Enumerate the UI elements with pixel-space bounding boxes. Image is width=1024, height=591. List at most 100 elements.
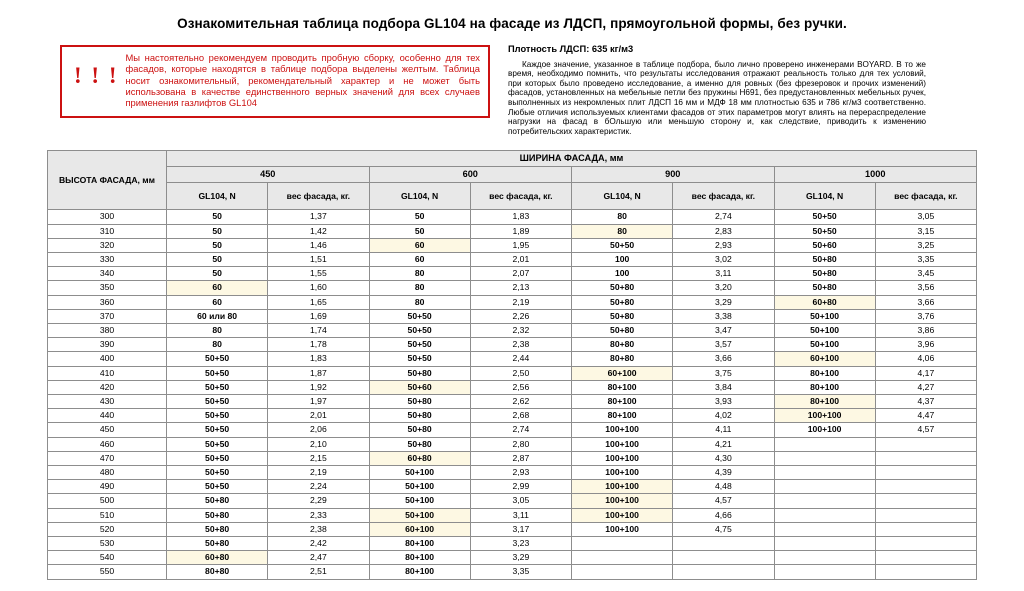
- cell-weight: [672, 564, 775, 580]
- cell-gl104: 80+80: [570, 337, 674, 353]
- table-row: 420 50+50 1,92 50+60 2,56 80+100 3,84 80+100 4,2…: [47, 379, 978, 395]
- cell-weight: 1,69: [267, 308, 370, 324]
- cell-weight: 3,20: [672, 280, 775, 296]
- cell-gl104: [773, 479, 876, 495]
- cell-weight: [672, 550, 775, 566]
- header-gl104-900: GL104, N: [570, 182, 674, 211]
- cell-weight: 2,38: [267, 521, 370, 538]
- cell-gl104: 50+80: [773, 266, 876, 282]
- table-row: 430 50+50 1,97 50+80 2,62 80+100 3,93 80+100 4,3…: [47, 393, 978, 410]
- cell-gl104: [773, 564, 876, 580]
- cell-height: 520: [47, 521, 167, 538]
- exclamation-icon: ! ! !: [74, 63, 119, 88]
- cell-gl104: 50+50: [368, 322, 471, 339]
- table-row: 470 50+50 2,15 60+80 2,87 100+100 4,30: [47, 450, 978, 467]
- cell-weight: 3,29: [672, 294, 775, 310]
- header-gl104-600: GL104, N: [368, 182, 471, 211]
- cell-weight: 3,35: [469, 564, 573, 580]
- cell-weight: 2,42: [267, 536, 370, 552]
- cell-gl104: 60: [368, 251, 471, 268]
- cell-gl104: 80+100: [570, 379, 674, 395]
- cell-weight: 2,51: [267, 564, 370, 580]
- cell-gl104: 60+100: [368, 521, 471, 538]
- cell-gl104: 50+80: [368, 422, 471, 438]
- cell-weight: 2,83: [672, 223, 775, 239]
- cell-gl104: 50+80: [368, 393, 471, 410]
- cell-gl104: 50+50: [165, 479, 269, 495]
- cell-weight: [672, 536, 775, 552]
- header-weight-900: вес фасада, кг.: [672, 182, 775, 211]
- cell-gl104: 50: [368, 223, 471, 239]
- cell-gl104: 50+60: [368, 379, 471, 395]
- table-row: 530 50+80 2,42 80+100 3,23: [47, 536, 978, 552]
- cell-gl104: 50+100: [773, 322, 876, 339]
- cell-gl104: 80+100: [773, 393, 876, 410]
- table-row: 320 50 1,46 60 1,95 50+50 2,93 50+60 3,25: [47, 237, 978, 253]
- cell-gl104: 100+100: [570, 479, 674, 495]
- cell-gl104: 50+80: [165, 507, 269, 523]
- cell-weight: 2,44: [469, 351, 573, 367]
- cell-weight: [874, 536, 978, 552]
- cell-gl104: 50+60: [773, 237, 876, 253]
- cell-weight: [874, 493, 978, 509]
- cell-gl104: 100+100: [570, 450, 674, 467]
- cell-weight: 1,42: [267, 223, 370, 239]
- cell-gl104: 80+100: [368, 550, 471, 566]
- cell-gl104: 50: [165, 237, 269, 253]
- cell-gl104: [570, 536, 674, 552]
- cell-weight: 4,17: [874, 365, 978, 381]
- cell-gl104: 80+100: [368, 564, 471, 580]
- header-width-900: 900: [571, 166, 775, 184]
- density-body: Каждое значение, указанное в таблице под…: [508, 59, 926, 136]
- cell-height: 360: [47, 294, 167, 310]
- cell-weight: 1,65: [267, 294, 370, 310]
- cell-gl104: 100+100: [570, 521, 674, 538]
- table-row: 510 50+80 2,33 50+100 3,11 100+100 4,66: [47, 507, 978, 523]
- cell-weight: 3,35: [874, 251, 978, 268]
- cell-gl104: 80+100: [570, 408, 674, 424]
- cell-gl104: 80+100: [773, 379, 876, 395]
- cell-gl104: 50+50: [570, 237, 674, 253]
- cell-weight: 2,87: [469, 450, 573, 467]
- table-row: 390 80 1,78 50+50 2,38 80+80 3,57 50+100 3,96: [47, 337, 978, 353]
- table-row: 410 50+50 1,87 50+80 2,50 60+100 3,75 80+100 4,1…: [47, 365, 978, 381]
- cell-weight: 3,17: [469, 521, 573, 538]
- cell-weight: 4,47: [874, 408, 978, 424]
- cell-weight: 3,29: [469, 550, 573, 566]
- cell-weight: 2,50: [469, 365, 573, 381]
- selection-table: ВЫСОТА ФАСАДА, мм ШИРИНА ФАСАДА, мм 450 …: [47, 150, 978, 580]
- cell-weight: 2,15: [267, 450, 370, 467]
- cell-height: 490: [47, 479, 167, 495]
- document-page: Ознакомительная таблица подбора GL104 на…: [0, 16, 1024, 591]
- cell-gl104: 80+80: [570, 351, 674, 367]
- cell-weight: 4,27: [874, 379, 978, 395]
- header-width-600: 600: [368, 166, 572, 184]
- selection-table-wrap: ВЫСОТА ФАСАДА, мм ШИРИНА ФАСАДА, мм 450 …: [47, 150, 978, 580]
- cell-gl104: 50+50: [165, 393, 269, 410]
- cell-gl104: [773, 464, 876, 481]
- cell-height: 310: [47, 223, 167, 239]
- cell-weight: 3,86: [874, 322, 978, 339]
- cell-gl104: 80: [368, 280, 471, 296]
- intro-row: ! ! ! Мы настоятельно рекомендуем провод…: [0, 44, 1024, 136]
- cell-gl104: 50+80: [773, 280, 876, 296]
- cell-gl104: 50+50: [165, 450, 269, 467]
- cell-gl104: 60: [368, 237, 471, 253]
- page-title: Ознакомительная таблица подбора GL104 на…: [177, 16, 847, 31]
- table-head-row-sub: GL104, N вес фасада, кг. GL104, N вес фа…: [48, 182, 978, 211]
- cell-weight: 3,11: [672, 266, 775, 282]
- cell-weight: 3,76: [874, 308, 978, 324]
- cell-gl104: 80: [165, 337, 269, 353]
- cell-gl104: 50+100: [773, 337, 876, 353]
- cell-gl104: 50+80: [165, 493, 269, 509]
- cell-height: 550: [47, 564, 167, 580]
- cell-gl104: [773, 450, 876, 467]
- cell-height: 430: [47, 393, 167, 410]
- cell-weight: 2,32: [469, 322, 573, 339]
- cell-gl104: 80: [368, 266, 471, 282]
- cell-weight: 2,10: [267, 436, 370, 452]
- cell-height: 340: [47, 266, 167, 282]
- cell-gl104: [773, 507, 876, 523]
- cell-weight: 4,37: [874, 393, 978, 410]
- table-body: 300 50 1,37 50 1,83 80 2,74 50+50 3,05 310 50 1,42 5…: [47, 209, 978, 580]
